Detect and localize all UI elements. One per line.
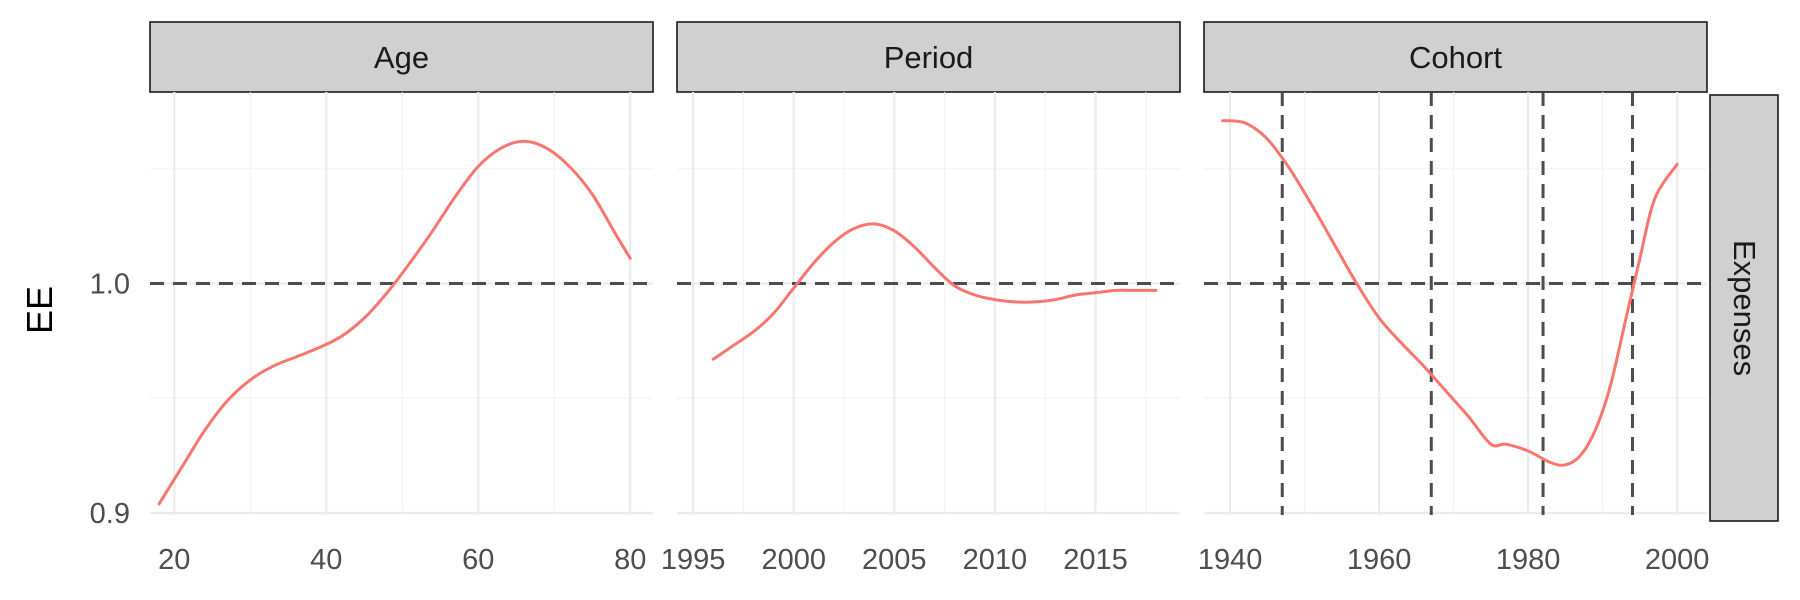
x-tick-label: 1940 bbox=[1198, 544, 1263, 576]
panel-strip-box bbox=[149, 21, 654, 93]
panel-strip-label: Age bbox=[374, 40, 429, 75]
x-tick-label: 60 bbox=[462, 544, 494, 576]
panels-root: 0.9 1.0 Age 20 40 60 80 Period 1995 2000 2005 2010 2… bbox=[90, 21, 1710, 576]
row-strip: Expenses bbox=[1709, 94, 1779, 522]
panel-strip-box bbox=[676, 21, 1181, 93]
x-tick-label: 20 bbox=[158, 544, 190, 576]
panel-period: Period 1995 2000 2005 2010 2015 bbox=[661, 21, 1181, 576]
y-tick-label: 1.0 bbox=[90, 269, 130, 301]
x-tick-label: 1995 bbox=[661, 544, 726, 576]
panel-cohort: Cohort 1940 1960 1980 2000 bbox=[1198, 21, 1710, 576]
x-tick-label: 2000 bbox=[761, 544, 826, 576]
x-tick-label: 2000 bbox=[1645, 544, 1710, 576]
x-tick-label: 1960 bbox=[1347, 544, 1412, 576]
x-tick-label: 40 bbox=[310, 544, 342, 576]
row-strip-box bbox=[1709, 94, 1779, 522]
row-strip-label: Expenses bbox=[1727, 240, 1762, 376]
x-tick-label: 2010 bbox=[963, 544, 1028, 576]
panel-strip-label: Period bbox=[884, 40, 974, 75]
x-tick-label: 2005 bbox=[862, 544, 927, 576]
y-tick-label: 0.9 bbox=[90, 498, 130, 530]
panel-strip-label: Cohort bbox=[1409, 40, 1502, 75]
panel-age: Age 20 40 60 80 bbox=[149, 21, 654, 576]
series-line-age bbox=[157, 139, 632, 506]
panel-strip-box bbox=[1203, 21, 1708, 93]
y-axis-label: EE bbox=[19, 286, 60, 334]
x-tick-label: 1980 bbox=[1496, 544, 1561, 576]
series-line-period bbox=[711, 222, 1158, 361]
x-tick-label: 80 bbox=[614, 544, 646, 576]
x-tick-label: 2015 bbox=[1063, 544, 1128, 576]
series-line-cohort bbox=[1221, 119, 1679, 467]
